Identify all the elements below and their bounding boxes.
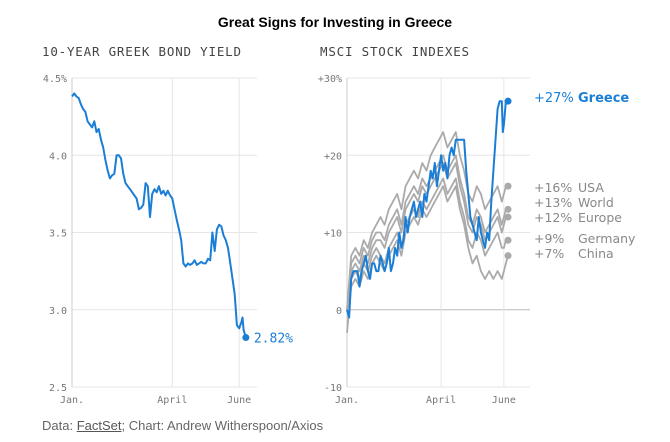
- x-tick-label: Jan.: [60, 395, 84, 406]
- series-name-label: China: [578, 246, 614, 261]
- y-tick-label: 3.5: [49, 229, 67, 240]
- source-link[interactable]: FactSet: [76, 418, 122, 433]
- series-line-world: [346, 154, 508, 310]
- stock-index-panel-title: MSCI STOCK INDEXES: [320, 44, 470, 59]
- series-line-yield: [71, 92, 247, 338]
- yield-end-label: 2.82%: [254, 332, 293, 347]
- y-tick-label: +20: [324, 151, 342, 162]
- x-tick-label: April: [157, 395, 187, 406]
- y-tick-label: 3.0: [49, 306, 67, 317]
- series-value-label: +9%: [534, 231, 564, 246]
- series-end-dot: [504, 182, 512, 190]
- y-tick-label: 2.5: [49, 383, 67, 394]
- series-value-label: +13%: [534, 195, 572, 210]
- series-line-germany: [346, 177, 508, 310]
- series-line-usa: [346, 131, 508, 310]
- y-tick-label: +30%: [318, 74, 342, 85]
- y-tick-label: 4.0: [49, 151, 67, 162]
- series-end-dot: [504, 213, 512, 221]
- series-value-label: +16%: [534, 180, 572, 195]
- series-value-label: +27%: [534, 91, 574, 106]
- series-name-label: Europe: [578, 210, 622, 225]
- source-note: Data: FactSet; Chart: Andrew Witherspoon…: [42, 418, 323, 433]
- chart-title: Great Signs for Investing in Greece: [217, 14, 453, 30]
- series-name-label: World: [578, 195, 614, 210]
- series-end-dot: [504, 205, 512, 213]
- series-line-china: [346, 185, 509, 333]
- x-tick-label: Jan.: [335, 395, 359, 406]
- series-value-label: +7%: [534, 246, 564, 261]
- y-tick-label: 0: [336, 306, 342, 317]
- series-end-dot: [504, 236, 512, 244]
- series-end-dot: [504, 97, 512, 105]
- source-prefix: Data:: [42, 418, 77, 433]
- y-tick-label: +10: [324, 229, 342, 240]
- series-name-label: Germany: [578, 231, 636, 246]
- series-end-dot: [504, 252, 512, 260]
- series-end-dot: [242, 334, 250, 342]
- series-line-greece: [346, 100, 508, 319]
- x-tick-label: April: [426, 395, 456, 406]
- y-tick-label: -10: [324, 383, 342, 394]
- y-tick-label: 4.5%: [43, 74, 67, 85]
- source-suffix: ; Chart: Andrew Witherspoon/Axios: [121, 418, 324, 433]
- x-tick-label: June: [227, 395, 251, 406]
- series-name-label: USA: [578, 180, 604, 195]
- bond-yield-panel-title: 10-YEAR GREEK BOND YIELD: [42, 44, 242, 59]
- series-name-label: Greece: [578, 91, 629, 106]
- series-value-label: +12%: [534, 210, 572, 225]
- x-tick-label: June: [492, 395, 516, 406]
